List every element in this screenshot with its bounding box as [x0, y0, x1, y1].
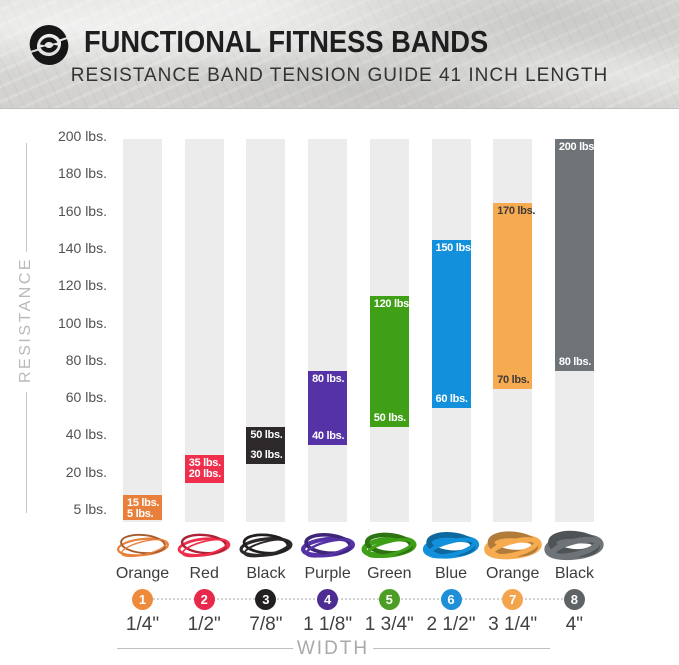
- y-axis-line-top: [26, 143, 27, 252]
- band-width: 1 3/4": [364, 614, 414, 635]
- bar-min-label: 80 lbs.: [558, 355, 592, 368]
- bar-min-label: 30 lbs.: [250, 449, 283, 462]
- band-name: Orange: [115, 565, 170, 582]
- band-name: Black: [554, 565, 594, 582]
- bar-min-label: 20 lbs.: [188, 467, 221, 480]
- band-range-bar: 35 lbs. 20 lbs.: [184, 454, 224, 483]
- band-photo: [113, 528, 173, 564]
- band-number-badge: 7: [502, 588, 524, 610]
- band-number-badge: 5: [378, 588, 400, 610]
- bar-max-label: 80 lbs.: [312, 372, 345, 385]
- band-width: 1/2": [187, 614, 221, 635]
- band-photo: [359, 528, 419, 564]
- y-axis-tick: 140 lbs.: [57, 239, 107, 256]
- y-axis-line-bottom: [26, 392, 27, 513]
- bar-max-label: 120 lbs.: [373, 298, 412, 311]
- band-photo: [421, 528, 481, 564]
- y-axis-tick: 80 lbs.: [65, 351, 107, 368]
- bar-max-label: 15 lbs.: [127, 497, 160, 510]
- tension-chart: RESISTANCE 200 lbs. 180 lbs. 160 lbs. 140 l…: [0, 108, 679, 665]
- band-column-track: [246, 139, 286, 522]
- band-width: 2 1/2": [426, 614, 476, 635]
- bar-min-label: 40 lbs.: [312, 430, 345, 443]
- band-photo: [174, 528, 234, 564]
- band-range-bar: 50 lbs. 30 lbs.: [246, 426, 286, 465]
- band-name: Blue: [434, 565, 468, 582]
- y-axis-tick: 40 lbs.: [65, 426, 107, 443]
- band-number-badge: 3: [255, 588, 277, 610]
- band-width: 1 1/8": [303, 614, 353, 635]
- band-column-track: [123, 139, 162, 522]
- brand-swirl-logo-icon: [29, 25, 69, 65]
- bar-min-label: 50 lbs.: [373, 411, 406, 424]
- band-name: Red: [189, 565, 219, 582]
- band-width: 3 1/4": [488, 614, 538, 635]
- band-range-bar: 200 lbs. 80 lbs.: [554, 139, 597, 371]
- band-range-bar: 170 lbs. 70 lbs.: [493, 202, 536, 390]
- bar-min-label: 60 lbs.: [435, 393, 468, 406]
- bar-max-label: 50 lbs.: [250, 428, 283, 441]
- band-number-badge: 4: [317, 588, 339, 610]
- band-number-badge: 8: [563, 588, 585, 610]
- band-range-bar: 150 lbs. 60 lbs.: [431, 240, 474, 409]
- y-axis-tick: 5 lbs.: [73, 501, 107, 517]
- bar-max-label: 200 lbs.: [558, 141, 597, 153]
- band-name: Black: [246, 565, 286, 582]
- page-subtitle: RESISTANCE BAND TENSION GUIDE 41 INCH LE…: [70, 65, 609, 86]
- x-axis-line-right: [373, 648, 550, 649]
- band-photo: [544, 528, 605, 564]
- band-name: Purple: [304, 565, 351, 582]
- y-axis-tick: 20 lbs.: [65, 463, 107, 480]
- band-width: 1/4": [125, 614, 160, 635]
- band-photo: [298, 528, 358, 564]
- band-number-badge: 2: [193, 588, 215, 610]
- band-column-track: [308, 139, 348, 522]
- x-axis-label: WIDTH: [296, 638, 370, 659]
- band-number-badge: 6: [440, 588, 462, 610]
- band-range-bar: 80 lbs. 40 lbs.: [308, 370, 348, 446]
- band-width: 4": [565, 614, 584, 635]
- y-axis-tick: 120 lbs.: [57, 277, 107, 294]
- bar-min-label: 70 lbs.: [497, 374, 530, 387]
- band-photo: [483, 528, 543, 564]
- band-number-badge: 1: [132, 588, 153, 610]
- y-axis-tick: 160 lbs.: [57, 202, 107, 219]
- bar-max-label: 170 lbs.: [497, 204, 536, 217]
- x-axis-line-left: [117, 648, 293, 649]
- y-axis-tick: 180 lbs.: [57, 165, 107, 182]
- band-range-bar: 120 lbs. 50 lbs.: [369, 296, 412, 427]
- band-width: 7/8": [249, 614, 283, 635]
- bar-max-label: 150 lbs.: [435, 242, 474, 255]
- bar-max-label: 35 lbs.: [188, 456, 221, 469]
- band-name: Orange: [486, 565, 540, 582]
- bar-min-label: 5 lbs.: [127, 508, 154, 521]
- band-number-connector-line: [142, 598, 574, 600]
- y-axis-tick: 60 lbs.: [65, 389, 107, 406]
- band-name: Green: [367, 565, 412, 582]
- band-range-bar: 15 lbs. 5 lbs.: [123, 495, 162, 521]
- header: FUNCTIONAL FITNESS BANDS RESISTANCE BAND…: [0, 0, 679, 109]
- y-axis-tick: 200 lbs.: [57, 128, 107, 144]
- y-axis-tick: 100 lbs.: [57, 314, 107, 331]
- band-photo: [236, 528, 296, 564]
- page-title: FUNCTIONAL FITNESS BANDS: [84, 24, 489, 59]
